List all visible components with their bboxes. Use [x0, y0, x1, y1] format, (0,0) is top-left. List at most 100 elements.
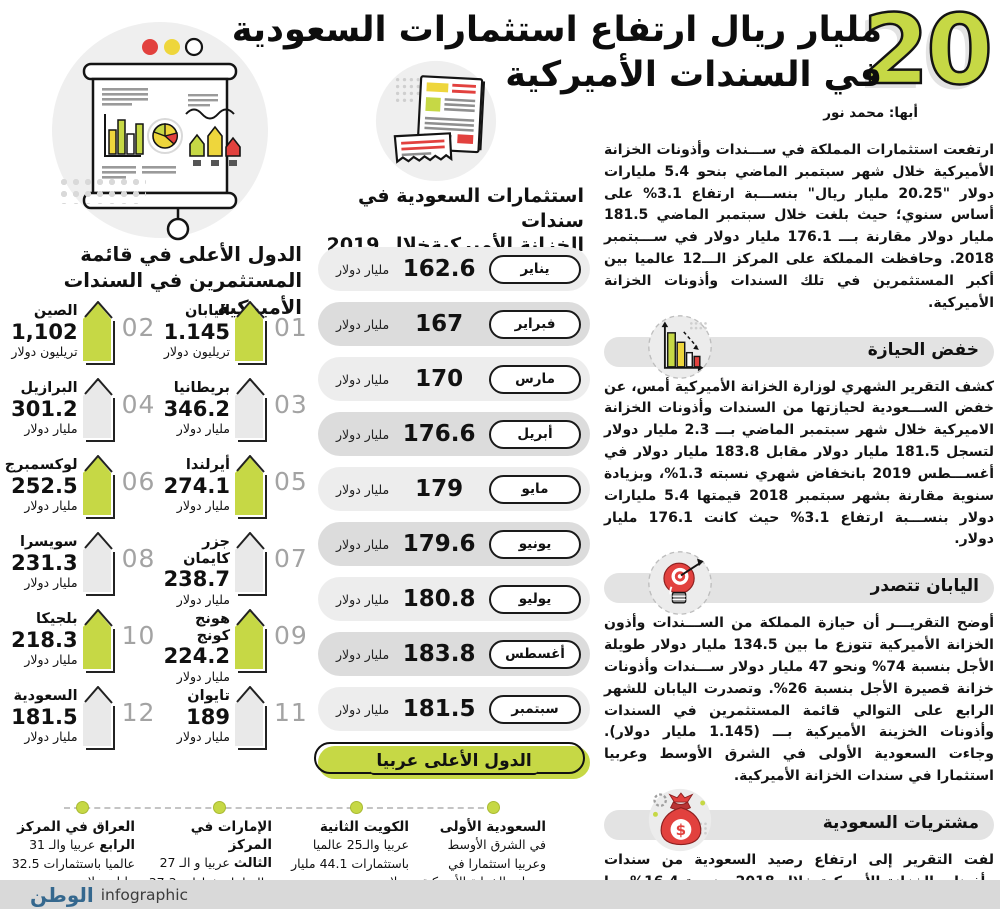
month-row: فبراير 167 مليار دولار: [318, 302, 590, 346]
timeline-item-title: الكويت الثانية: [319, 819, 409, 835]
country-name: بريطانيا: [173, 380, 230, 396]
country-value: 231.3: [11, 550, 78, 575]
up-arrow-icon: [82, 685, 117, 754]
country-item: الصين 1,102 تريليون دولار 02: [5, 300, 154, 365]
month-value: 179: [415, 476, 464, 502]
month-label-pill: سبتمبر: [489, 694, 581, 724]
month-row: أغسطس 183.8 مليار دولار: [318, 632, 590, 676]
month-row: مايو 179 مليار دولار: [318, 467, 590, 511]
alwatan-logo: الوطن: [30, 882, 94, 907]
month-unit: مليار دولار: [336, 646, 390, 662]
month-unit: مليار دولار: [336, 316, 390, 332]
country-unit: مليار دولار: [176, 668, 230, 684]
rank-number: 05: [274, 467, 308, 496]
rank-number: 10: [121, 621, 156, 650]
month-value: 170: [415, 366, 464, 392]
up-arrow-icon: [82, 608, 117, 677]
month-unit: مليار دولار: [336, 701, 390, 717]
country-name: أيرلندا: [185, 457, 230, 473]
country-unit: مليار دولار: [24, 420, 78, 436]
up-arrow-icon: [235, 685, 269, 754]
rank-number: 01: [274, 313, 308, 342]
section-title: اليابان تتصدر: [870, 576, 979, 597]
month-row: يوليو 180.8 مليار دولار: [318, 577, 590, 621]
article-column: ارتفعت استثمارات المملكة في ســـندات وأذ…: [604, 140, 994, 909]
byline: أبها: محمد نور: [823, 105, 918, 121]
timeline-bold-word: الرابع: [99, 838, 135, 854]
country-item: تايوان 189 مليار دولار 11: [164, 685, 307, 750]
up-arrow-icon: [82, 454, 117, 523]
country-value: 1.145: [163, 319, 230, 344]
month-label-pill: مارس: [489, 364, 581, 394]
month-unit: مليار دولار: [336, 536, 390, 552]
country-unit: مليار دولار: [176, 420, 230, 436]
country-value: 252.5: [11, 473, 78, 498]
rank-number: 09: [274, 621, 308, 650]
up-arrow-icon: [82, 531, 117, 600]
month-row: مارس 170 مليار دولار: [318, 357, 590, 401]
country-value: 1,102: [11, 319, 78, 344]
timeline-item-title: العراق في المركز: [17, 819, 135, 835]
rank-number: 04: [121, 390, 156, 419]
timeline-item-title: السعودية الأولى: [439, 819, 546, 835]
section-body: كشف التقرير الشهري لوزارة الخزانة الأمير…: [604, 378, 995, 548]
lightbulb-target-icon: [646, 549, 714, 617]
country-item: بريطانيا 346.2 مليار دولار 03: [164, 377, 308, 442]
country-item: سويسرا 231.3 مليار دولار 08: [5, 531, 156, 596]
month-row: يناير 162.6 مليار دولار: [318, 247, 590, 291]
month-label-pill: أبريل: [489, 419, 581, 449]
country-value: 274.1: [163, 473, 230, 498]
footer-bar: الوطن infographic: [0, 880, 1000, 909]
month-unit: مليار دولار: [336, 371, 390, 387]
page-title-line2: في السندات الأميركية: [505, 54, 882, 95]
timeline-dot-icon: [487, 801, 500, 814]
month-value: 181.5: [402, 696, 476, 722]
dollar-sign-glyph: $: [676, 821, 687, 839]
newspaper-icon: [372, 56, 500, 184]
money-bag-icon: $: [646, 786, 714, 854]
timeline-dot-icon: [350, 801, 363, 814]
intro-paragraph: ارتفعت استثمارات المملكة في ســـندات وأذ…: [604, 142, 994, 311]
monthly-chart-title-line1: استثمارات السعودية في سندات: [357, 185, 584, 232]
up-arrow-icon: [82, 377, 117, 446]
country-unit: تريليون دولار: [11, 343, 78, 359]
month-value: 179.6: [402, 531, 476, 557]
countries-list-title: الدول الأعلى في قائمة المستثمرين في السن…: [12, 242, 302, 321]
country-value: 238.7: [163, 567, 230, 592]
country-unit: مليار دولار: [176, 728, 230, 744]
country-name: هونج كونج: [194, 611, 230, 644]
country-name: جزر كايمان: [183, 534, 230, 567]
month-row: يونيو 179.6 مليار دولار: [318, 522, 590, 566]
month-label-pill: يناير: [489, 254, 581, 284]
country-unit: مليار دولار: [176, 497, 230, 513]
presentation-board-icon: [52, 22, 268, 241]
month-label-pill: فبراير: [489, 309, 581, 339]
timeline-item-title: الإمارات في المركز: [190, 819, 272, 854]
month-value: 176.6: [402, 421, 476, 447]
rank-number: 12: [121, 698, 156, 727]
up-arrow-icon: [235, 300, 269, 369]
presentation-board-illustration: [38, 14, 278, 246]
timeline-item: العراق في المركز الرابع عربيا والـ 31 عا…: [6, 798, 135, 909]
month-label-pill: مايو: [489, 474, 581, 504]
country-item: أيرلندا 274.1 مليار دولار 05: [163, 454, 308, 519]
timeline-item-body: الرابع عربيا والـ 31 عالميا باستثمارات 3…: [6, 836, 135, 890]
up-arrow-icon: [235, 608, 269, 677]
page-title: مليار ريال ارتفاع استثمارات السعودية في …: [222, 8, 882, 98]
month-value: 162.6: [402, 256, 476, 282]
country-value: 189: [186, 704, 230, 729]
country-unit: مليار دولار: [176, 591, 230, 607]
country-item: لوكسمبرج 252.5 مليار دولار 06: [5, 454, 154, 519]
countries-title-line2: المستثمرين في السندات الأميركية: [63, 269, 302, 319]
country-value: 181.5: [11, 704, 78, 729]
country-name: تايوان: [187, 688, 230, 704]
up-arrow-icon: [82, 300, 117, 369]
country-unit: مليار دولار: [24, 651, 78, 667]
rank-number: 03: [274, 390, 308, 419]
rank-number: 08: [121, 544, 156, 573]
country-name: البرازيل: [20, 380, 78, 396]
section-body: أوضح التقريـــر أن حيازة المملكة من السـ…: [604, 615, 994, 785]
month-unit: مليار دولار: [336, 591, 390, 607]
country-value: 301.2: [11, 396, 78, 421]
up-arrow-icon: [235, 454, 269, 523]
